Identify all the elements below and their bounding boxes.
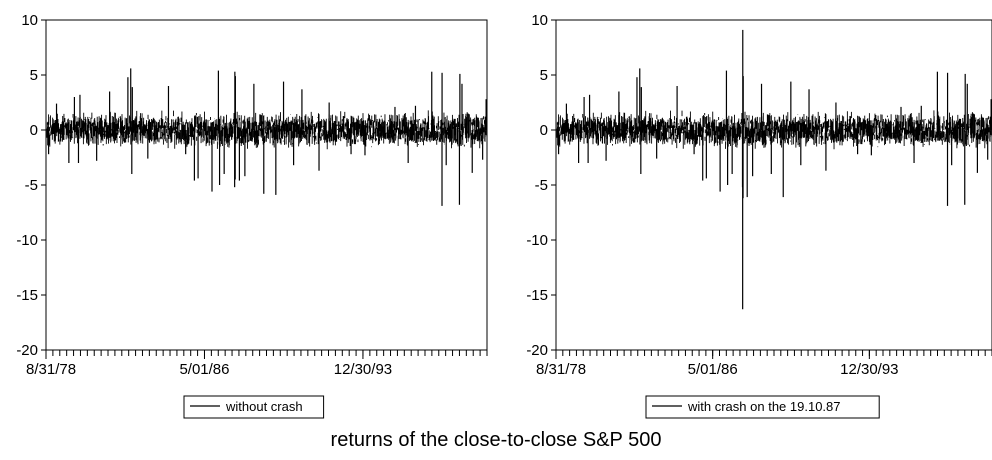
return-series: [46, 68, 487, 206]
y-tick-label: 5: [30, 67, 38, 84]
y-tick-label: -15: [16, 287, 38, 304]
return-noise-band: [46, 110, 487, 150]
legend-box: [183, 395, 325, 419]
return-noise-band: [556, 110, 992, 150]
plot-frame: [555, 19, 992, 351]
y-tick-label: -20: [526, 342, 548, 359]
x-tick-label: 8/31/78: [536, 361, 586, 378]
y-tick-label: -15: [526, 287, 548, 304]
y-tick-label: -20: [16, 342, 38, 359]
y-tick-label: 10: [21, 12, 38, 29]
y-tick-label: -10: [526, 232, 548, 249]
x-tick-label: 5/01/86: [688, 361, 738, 378]
plot-frame: [45, 19, 488, 351]
y-tick-label: 10: [531, 12, 548, 29]
x-tick-label: 8/31/78: [26, 361, 76, 378]
chart-panel-without-crash: -20 -15 -10 -5 0 5 10 8/31/78 5/01/86 12/30/93 wit…: [16, 12, 488, 419]
legend-label: without crash: [225, 399, 303, 414]
y-tick-label: 0: [30, 122, 38, 139]
y-tick-label: 0: [540, 122, 548, 139]
y-tick-label: -5: [25, 177, 38, 194]
legend-label: with crash on the 19.10.87: [687, 399, 841, 414]
return-series: [556, 29, 992, 310]
figure-caption: returns of the close-to-close S&P 500: [330, 429, 662, 451]
x-tick-label: 5/01/86: [179, 361, 229, 378]
y-tick-label: 5: [540, 67, 548, 84]
y-tick-label: -5: [535, 177, 548, 194]
x-tick-label: 12/30/93: [334, 361, 392, 378]
x-tick-label: 12/30/93: [840, 361, 898, 378]
chart-panel-with-crash: -20 -15 -10 -5 0 5 10 8/31/78 5/01/86 12/30/93 wit…: [526, 12, 992, 419]
legend-box: [645, 395, 880, 419]
y-tick-label: -10: [16, 232, 38, 249]
